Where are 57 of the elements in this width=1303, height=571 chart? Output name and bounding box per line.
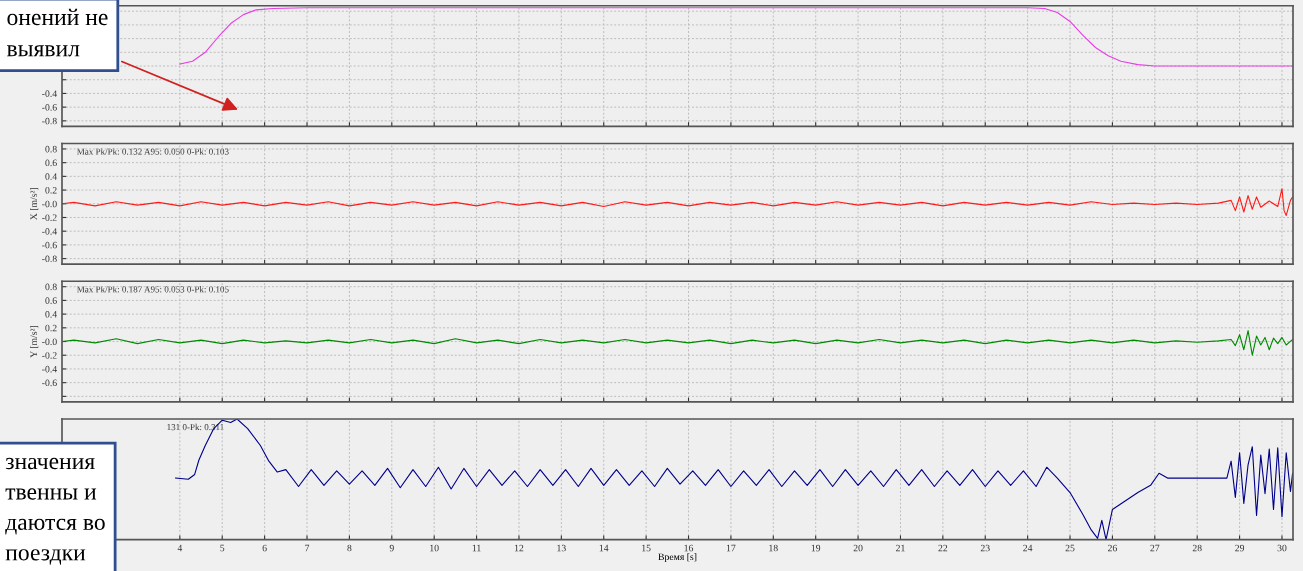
x-tick-label: 7: [305, 544, 310, 552]
y-tick-label: 0.4: [45, 173, 57, 180]
x-tick-label: 18: [769, 544, 778, 552]
annotation: значения твенны и даются во поездки: [5, 457, 105, 565]
y-tick-label: -0.0: [42, 200, 57, 208]
y-tick-label: -0.6: [42, 379, 57, 387]
x-tick-label: 8: [347, 544, 352, 552]
y-tick-label: -0.6: [42, 241, 57, 249]
line-series: [62, 330, 1293, 356]
x-tick-label: 30: [1277, 544, 1287, 552]
x-tick-label: 23: [980, 544, 990, 552]
y-tick-label: 0.4: [45, 311, 57, 318]
y-tick-label: -0.4: [42, 365, 57, 373]
annotation: Max Pk/Pk: 0.187 A95: 0.053 0-Pk: 0.105: [77, 286, 229, 293]
x-tick-label: 21: [896, 544, 905, 552]
y-axis-title: Y [m/s²]: [30, 325, 39, 358]
line-series: [62, 188, 1293, 216]
x-tick-label: 24: [1023, 544, 1033, 552]
x-tick-label: 6: [262, 544, 267, 552]
y-tick-label: 0.6: [45, 297, 57, 304]
y-tick-label: -0.0: [42, 338, 57, 346]
line-series: [179, 7, 1293, 67]
x-tick-label: 16: [684, 544, 694, 552]
y-tick-label: -0.2: [42, 214, 57, 221]
x-tick-label: 15: [642, 544, 651, 552]
y-tick-label: -0.6: [42, 104, 57, 111]
y-tick-label: 0.2: [45, 324, 57, 332]
x-axis-title: Время [s]: [658, 553, 697, 563]
x-tick-label: 27: [1150, 544, 1160, 552]
x-tick-label: 25: [1065, 544, 1075, 552]
annotation: Max Pk/Pk: 0.132 A95: 0.050 0-Pk: 0.103: [77, 148, 229, 155]
x-tick-label: 19: [811, 544, 821, 552]
x-tick-label: 11: [472, 544, 481, 552]
x-tick-label: 5: [220, 544, 225, 552]
x-tick-label: 28: [1192, 544, 1202, 552]
y-tick-label: 0.6: [45, 159, 57, 167]
x-tick-label: 14: [599, 544, 609, 552]
y-tick-label: -0.8: [42, 117, 57, 125]
annotation: онений не выявил: [6, 8, 108, 57]
y-tick-label: 0.2: [45, 186, 57, 194]
x-tick-label: 22: [938, 544, 948, 552]
x-tick-label: 13: [557, 544, 566, 552]
y-tick-label: 0.8: [45, 283, 57, 291]
x-tick-label: 4: [177, 544, 183, 552]
x-tick-label: 10: [430, 544, 439, 552]
x-tick-label: 12: [514, 544, 524, 552]
x-tick-label: 9: [389, 544, 394, 552]
y-axis-title: X [m/s²]: [30, 188, 39, 221]
x-tick-label: 17: [726, 544, 736, 552]
y-tick-label: 0.8: [45, 145, 57, 153]
y-tick-label: -0.2: [42, 352, 57, 359]
x-tick-label: 20: [853, 544, 863, 552]
y-tick-label: -0.4: [42, 228, 57, 235]
y-tick-label: -0.8: [42, 255, 57, 263]
y-tick-label: -0.4: [42, 90, 57, 97]
x-tick-label: 26: [1107, 544, 1117, 552]
x-tick-label: 29: [1235, 544, 1245, 552]
